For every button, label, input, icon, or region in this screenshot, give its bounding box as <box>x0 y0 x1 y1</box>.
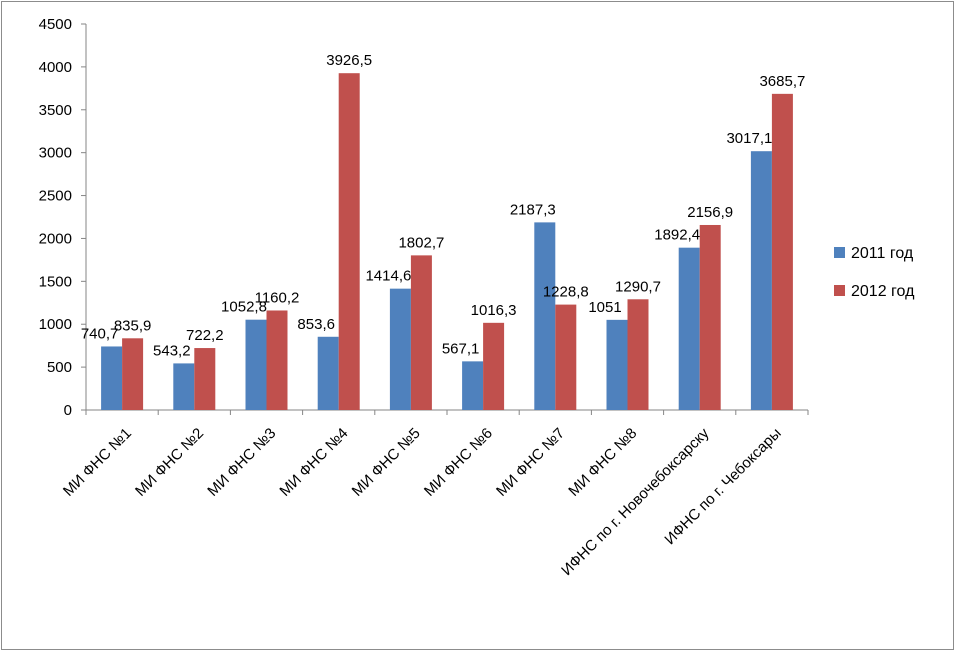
bar-2012 <box>410 255 432 410</box>
bar-2011 <box>750 151 772 410</box>
data-label: 835,9 <box>114 317 152 334</box>
data-label: 1414,6 <box>365 268 411 285</box>
bar-2012 <box>699 224 721 410</box>
y-tick-label: 500 <box>47 359 72 376</box>
data-label: 1892,4 <box>654 227 700 244</box>
bar-2012 <box>555 304 577 410</box>
bar-2011 <box>534 222 556 410</box>
category-label: МИ ФНС №8 <box>565 425 640 500</box>
bar-2011 <box>462 361 484 410</box>
chart-bars <box>101 73 793 411</box>
category-label: МИ ФНС №7 <box>493 425 568 500</box>
legend-swatch <box>834 247 845 258</box>
data-label: 1052,8 <box>221 299 267 316</box>
data-label: 3685,7 <box>759 73 805 90</box>
y-tick-label: 0 <box>64 402 72 419</box>
data-label: 1051 <box>588 299 621 316</box>
data-label: 853,6 <box>297 316 335 333</box>
data-label: 3017,1 <box>726 130 772 147</box>
legend-swatch <box>834 285 845 296</box>
data-label: 3926,5 <box>326 52 372 69</box>
category-label: ИФНС по г. Новочебоксарску <box>558 424 713 579</box>
category-label: МИ ФНС №5 <box>349 425 424 500</box>
data-label: 740,7 <box>81 325 119 342</box>
category-label: ИФНС по г. Чебоксары <box>661 425 784 548</box>
data-label: 543,2 <box>153 342 191 359</box>
legend-label: 2011 год <box>851 245 914 262</box>
bar-2011 <box>101 346 123 410</box>
y-tick-label: 3000 <box>39 145 72 162</box>
y-tick-label: 4500 <box>39 16 72 33</box>
chart-legend: 2011 год 2012 год <box>834 245 915 300</box>
legend-label: 2012 год <box>851 283 915 300</box>
bar-2012 <box>627 299 649 410</box>
data-label: 1228,8 <box>543 284 589 301</box>
y-tick-label: 1000 <box>39 316 72 333</box>
y-tick-label: 2000 <box>39 230 72 247</box>
category-label: МИ ФНС №4 <box>276 425 351 500</box>
bar-2012 <box>122 338 144 410</box>
y-tick-label: 2500 <box>39 188 72 205</box>
category-label: МИ ФНС №6 <box>421 425 496 500</box>
bar-2012 <box>771 93 793 410</box>
data-label: 2156,9 <box>687 204 733 221</box>
category-label: МИ ФНС №3 <box>204 425 279 500</box>
bar-2011 <box>245 319 267 410</box>
data-label: 1016,3 <box>471 302 517 319</box>
data-label: 1290,7 <box>615 278 661 295</box>
category-label: МИ ФНС №1 <box>60 425 135 500</box>
bar-2011 <box>317 336 339 410</box>
bar-2011 <box>606 319 628 410</box>
data-label: 1802,7 <box>398 234 444 251</box>
bar-2012 <box>483 322 505 410</box>
y-tick-label: 4000 <box>39 59 72 76</box>
chart-data-labels: 740,7 543,2 1052,8 853,6 1414,6 567,1 2187,3 10… <box>81 52 806 359</box>
y-tick-label: 1500 <box>39 273 72 290</box>
data-label: 722,2 <box>186 327 224 344</box>
y-tick-label: 3500 <box>39 102 72 119</box>
bar-2012 <box>338 73 360 411</box>
bar-2011 <box>173 363 195 410</box>
bar-2011 <box>389 288 411 410</box>
data-label: 1160,2 <box>255 289 300 306</box>
bar-2011 <box>678 247 700 410</box>
data-label: 2187,3 <box>510 201 556 218</box>
data-label: 567,1 <box>442 340 480 357</box>
bar-2012 <box>266 310 288 410</box>
bar-2012 <box>194 348 216 410</box>
category-label: МИ ФНС №2 <box>132 425 207 500</box>
